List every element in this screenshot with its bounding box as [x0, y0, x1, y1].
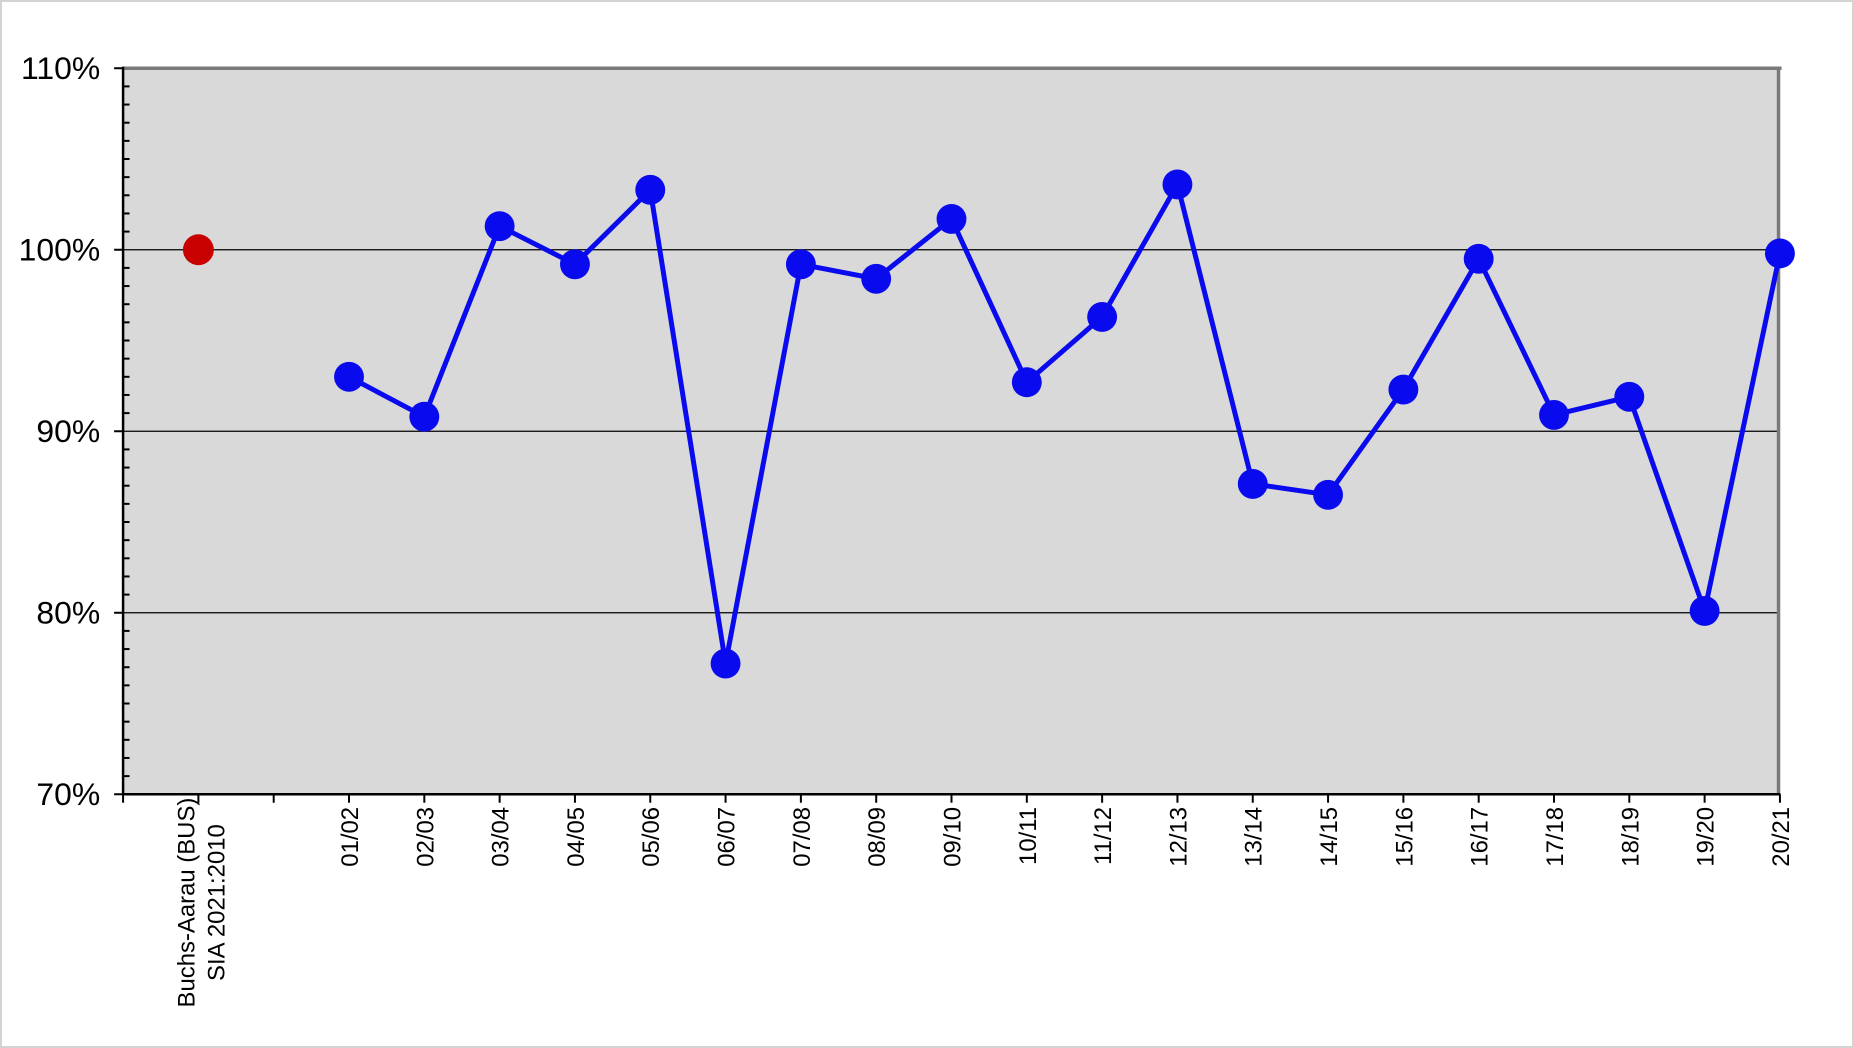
x-axis-label: 04/05 — [563, 807, 590, 867]
series-point-12-13 — [1162, 169, 1193, 200]
series-point-16-17 — [1463, 243, 1494, 274]
series-point-02-03 — [409, 401, 440, 432]
y-axis-label: 90% — [36, 413, 100, 449]
x-axis-label: 07/08 — [789, 807, 816, 867]
x-axis-label: 03/04 — [488, 807, 515, 867]
reference-axis-label: SIA 2021:2010 — [203, 824, 230, 981]
x-axis-label: 17/18 — [1542, 807, 1569, 867]
series-point-13-14 — [1237, 468, 1268, 499]
x-axis-label: 10/11 — [1015, 807, 1042, 865]
series-point-01-02 — [334, 361, 364, 392]
x-axis-label: 20/21 — [1768, 807, 1795, 867]
x-axis-label: 14/15 — [1316, 807, 1343, 867]
y-axis-label: 80% — [36, 595, 100, 631]
y-axis-label: 110% — [21, 50, 100, 86]
series-line — [347, 181, 1783, 667]
reference-axis-label: Buchs-Aarau (BUS) — [173, 798, 200, 1008]
y-axis-label: 70% — [36, 776, 100, 812]
y-axis-label: 100% — [19, 232, 100, 268]
series-point-05-06 — [635, 174, 666, 205]
series-point-20-21 — [1764, 238, 1795, 269]
x-axis-label: 01/02 — [337, 807, 364, 867]
series-point-11-12 — [1087, 301, 1118, 332]
series-point-07-08 — [785, 249, 816, 280]
x-axis-label: 12/13 — [1165, 807, 1192, 867]
series-point-10-11 — [1011, 367, 1042, 398]
series-point-18-19 — [1614, 381, 1645, 412]
x-axis-label: 19/20 — [1693, 807, 1720, 867]
x-axis-label: 06/07 — [714, 807, 741, 867]
series-point-17-18 — [1539, 399, 1569, 430]
x-axis-label: 13/14 — [1241, 807, 1268, 867]
x-axis-label: 18/19 — [1617, 807, 1644, 867]
series-point-09-10 — [936, 203, 967, 234]
x-axis-label: 05/06 — [638, 807, 665, 867]
x-axis-label: 08/09 — [864, 807, 891, 867]
series-point-15-16 — [1388, 374, 1419, 405]
x-axis-label: 11/12 — [1090, 807, 1117, 865]
series-point-19-20 — [1689, 596, 1720, 626]
series-point-03-04 — [484, 211, 515, 242]
x-axis-label: 15/16 — [1391, 807, 1418, 867]
series-point-06-07 — [710, 648, 741, 679]
series-point-14-15 — [1313, 479, 1344, 510]
x-axis-label: 02/03 — [412, 807, 439, 867]
series-point-08-09 — [861, 263, 892, 294]
reference-point — [182, 234, 214, 266]
x-axis-label: 09/10 — [939, 807, 966, 867]
x-axis-label: 16/17 — [1467, 807, 1494, 867]
series-point-04-05 — [560, 249, 590, 280]
